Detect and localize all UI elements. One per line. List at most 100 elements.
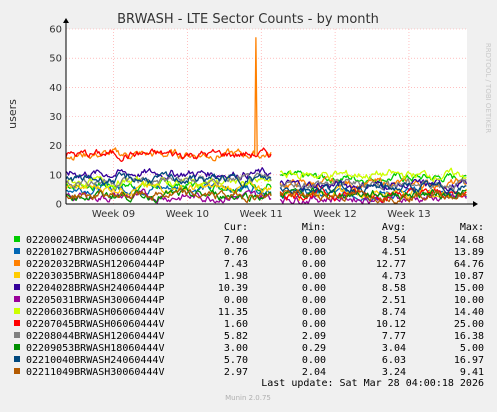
x-tick-label: Week 10	[166, 209, 209, 220]
axes	[63, 18, 478, 207]
legend-row: 02200024BRWASH00060444P 7.00 0.00 8.54 14.68	[14, 235, 484, 246]
legend-value-max: 16.38	[454, 331, 484, 342]
legend-value-max: 10.87	[454, 271, 484, 282]
legend-value-avg: 6.03	[382, 355, 406, 366]
legend-series-name: 02211049BRWASH30060444V	[26, 367, 164, 378]
series-line	[279, 191, 467, 205]
legend-series-name: 02201027BRWASH06060444P	[26, 247, 164, 258]
legend-value-avg: 10.12	[376, 319, 406, 330]
legend-header-min: Min:	[302, 222, 326, 233]
series-lines	[65, 37, 468, 205]
legend-value-avg: 8.74	[382, 307, 406, 318]
y-tick-label: 20	[49, 141, 62, 152]
y-tick-label: 10	[49, 170, 62, 181]
legend-value-max: 15.00	[454, 283, 484, 294]
y-tick-label: 50	[49, 54, 62, 65]
legend-value-cur: 7.00	[224, 235, 248, 246]
rrdtool-credit: RRDTOOL / TOBI OETIKER	[484, 43, 492, 133]
legend-value-cur: 1.60	[224, 319, 248, 330]
legend-value-min: 0.00	[302, 319, 326, 330]
y-tick-label: 40	[49, 83, 62, 94]
y-axis-label: users	[6, 99, 19, 129]
legend-value-avg: 2.51	[382, 295, 406, 306]
legend-value-max: 25.00	[454, 319, 484, 330]
legend-header-avg: Avg:	[382, 222, 406, 233]
legend-value-max: 10.00	[454, 295, 484, 306]
legend-value-avg: 8.58	[382, 283, 406, 294]
legend-value-avg: 3.04	[382, 343, 406, 354]
chart-title: BRWASH - LTE Sector Counts - by month	[117, 12, 379, 27]
legend-series-name: 02203035BRWASH18060444P	[26, 271, 164, 282]
legend-value-cur: 5.82	[224, 331, 248, 342]
legend-row: 02201027BRWASH06060444P 0.76 0.00 4.51 13.89	[14, 247, 484, 258]
legend-series-name: 02202032BRWASH12060444P	[26, 259, 164, 270]
y-tick-labels: 0 10 20 30 40 50 60	[49, 25, 62, 211]
legend-value-max: 16.97	[454, 355, 484, 366]
x-tick-label: Week 12	[313, 209, 356, 220]
legend-swatch	[14, 284, 20, 290]
legend-swatch	[14, 272, 20, 278]
legend-series-name: 02205031BRWASH30060444P	[26, 295, 164, 306]
legend-series-name: 02209053BRWASH18060444V	[26, 343, 164, 354]
legend-value-cur: 11.35	[218, 307, 248, 318]
legend-value-min: 0.00	[302, 271, 326, 282]
legend-swatch	[14, 260, 20, 266]
legend-header-max: Max:	[460, 222, 484, 233]
series-line	[65, 177, 272, 193]
legend-value-max: 14.68	[454, 235, 484, 246]
legend-value-avg: 7.77	[382, 331, 406, 342]
series-line	[65, 188, 272, 204]
legend-swatch	[14, 236, 20, 242]
series-line	[279, 180, 467, 196]
series-line	[65, 171, 272, 189]
legend-swatch	[14, 248, 20, 254]
legend-row: 02204028BRWASH24060444P 10.39 0.00 8.58 15.0…	[14, 283, 484, 294]
legend-value-max: 13.89	[454, 247, 484, 258]
legend-value-max: 5.00	[460, 343, 484, 354]
legend-row: 02207045BRWASH06060444V 1.60 0.00 10.12 25.0…	[14, 319, 484, 330]
legend-value-min: 0.00	[302, 355, 326, 366]
legend-header-cur: Cur:	[224, 222, 248, 233]
legend-value-avg: 8.54	[382, 235, 406, 246]
series-line	[65, 175, 272, 190]
legend-value-cur: 10.39	[218, 283, 248, 294]
legend-series-name: 02200024BRWASH00060444P	[26, 235, 164, 246]
legend-row: 02209053BRWASH18060444V 3.00 0.29 3.04 5.00	[14, 343, 484, 354]
legend-value-min: 0.00	[302, 295, 326, 306]
x-tick-label: Week 11	[240, 209, 283, 220]
series-line	[279, 189, 467, 205]
y-tick-label: 30	[49, 112, 62, 123]
last-update: Last update: Sat Mar 28 04:00:18 2026	[261, 378, 484, 389]
y-tick-label: 60	[49, 25, 62, 36]
legend-row: 02202032BRWASH12060444P 7.43 0.00 12.77 64.7…	[14, 259, 484, 270]
legend-value-cur: 0.00	[224, 295, 248, 306]
munin-version: Munin 2.0.75	[225, 394, 271, 402]
series-line	[279, 187, 467, 200]
legend-value-max: 9.41	[460, 367, 484, 378]
legend-value-min: 2.04	[302, 367, 326, 378]
legend-value-max: 64.76	[454, 259, 484, 270]
legend-value-min: 0.00	[302, 307, 326, 318]
legend-series-name: 02207045BRWASH06060444V	[26, 319, 164, 330]
legend-swatch	[14, 344, 20, 350]
legend-value-avg: 4.51	[382, 247, 406, 258]
x-axis-arrow	[473, 201, 478, 207]
legend-series-name: 02210040BRWASH24060444V	[26, 355, 164, 366]
legend-swatch	[14, 296, 20, 302]
series-line	[65, 188, 272, 204]
legend-swatch	[14, 320, 20, 326]
legend-swatch	[14, 356, 20, 362]
legend-swatch	[14, 332, 20, 338]
legend-row: 02205031BRWASH30060444P 0.00 0.00 2.51 10.00	[14, 295, 484, 306]
series-line	[65, 180, 272, 197]
legend-value-cur: 5.70	[224, 355, 248, 366]
legend-value-cur: 1.98	[224, 271, 248, 282]
x-tick-label: Week 09	[92, 209, 135, 220]
legend-row: 02210040BRWASH24060444V 5.70 0.00 6.03 16.97	[14, 355, 484, 366]
legend-row: 02203035BRWASH18060444P 1.98 0.00 4.73 10.87	[14, 271, 484, 282]
legend-value-min: 0.00	[302, 259, 326, 270]
y-tick-label: 0	[56, 200, 62, 211]
x-tick-labels: Week 09 Week 10 Week 11 Week 12 Week 13	[92, 209, 431, 220]
